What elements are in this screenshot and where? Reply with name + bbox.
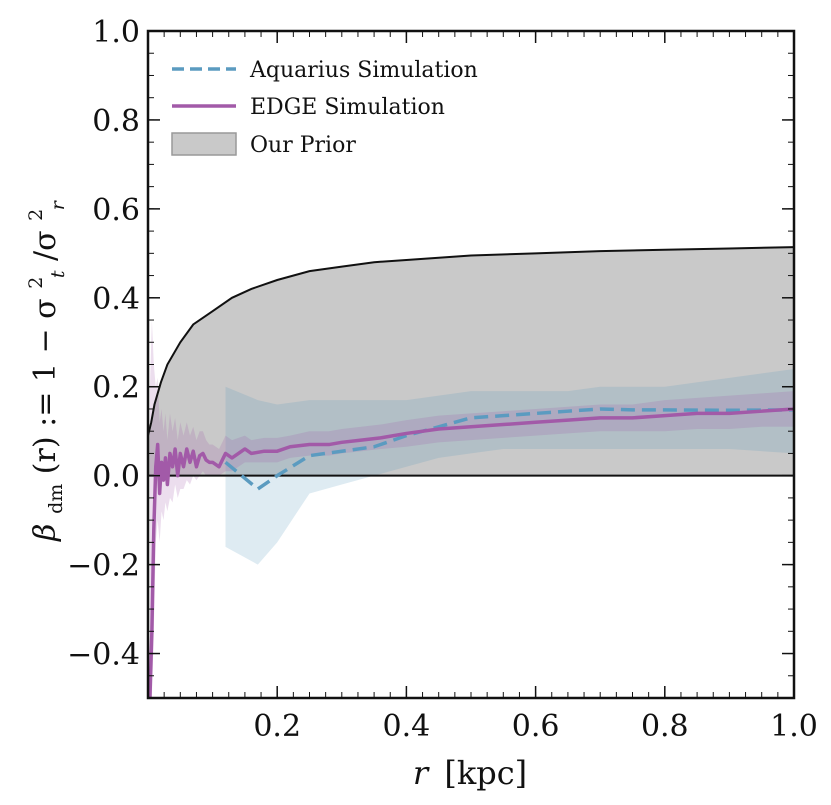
- x-axis-ticks: 0.2 0.4 0.6 0.8 1.0: [163, 31, 818, 744]
- y-tick-label: 1.0: [92, 15, 140, 50]
- legend: Aquarius Simulation EDGE Simulation Our …: [171, 58, 478, 158]
- uncertainty-bands: [148, 247, 794, 698]
- y-axis-lhs: (r) := 1 − σ: [28, 298, 63, 474]
- edge-line: [148, 407, 794, 698]
- x-axis-unit: [kpc]: [444, 754, 527, 792]
- y-axis-t-sup: 2: [25, 277, 47, 289]
- x-tick-label: 0.8: [641, 709, 689, 744]
- y-axis-slash: /σ: [28, 230, 63, 261]
- y-axis-r-sub: r: [47, 199, 69, 210]
- edge-band: [149, 320, 794, 698]
- y-tick-label: 0.8: [92, 104, 140, 139]
- legend-prior-swatch: [171, 132, 237, 156]
- y-tick-label: −0.4: [67, 638, 140, 673]
- y-axis-t-sub: t: [47, 270, 69, 278]
- y-tick-label: 0.4: [92, 282, 140, 317]
- x-axis-title: r [kpc]: [413, 754, 527, 792]
- legend-prior-label: Our Prior: [250, 133, 356, 158]
- x-tick-label: 1.0: [770, 709, 818, 744]
- x-axis-var: r: [413, 754, 430, 792]
- y-axis-beta: β: [28, 523, 63, 541]
- legend-aquarius-label: Aquarius Simulation: [249, 58, 478, 83]
- aquarius-line: [224, 407, 794, 491]
- prior-upper-edge: [148, 246, 794, 436]
- x-tick-label: 0.2: [253, 709, 301, 744]
- y-axis-title: β dm (r) := 1 − σ 2 t /σ 2 r: [15, 199, 72, 542]
- y-tick-label: −0.2: [67, 549, 140, 584]
- y-tick-label: 0.6: [92, 193, 140, 228]
- y-tick-label: 0.0: [92, 460, 140, 495]
- x-tick-label: 0.6: [512, 709, 560, 744]
- y-axis-ticks: −0.4 −0.2 0.0 0.2 0.4 0.6 0.8 1.0: [67, 15, 794, 677]
- y-axis-beta-sub: dm: [45, 484, 67, 514]
- x-tick-label: 0.4: [383, 709, 431, 744]
- series-lines: [148, 246, 794, 698]
- legend-edge-label: EDGE Simulation: [250, 95, 445, 120]
- y-tick-label: 0.2: [92, 371, 140, 406]
- y-axis-r-sup: 2: [25, 209, 47, 221]
